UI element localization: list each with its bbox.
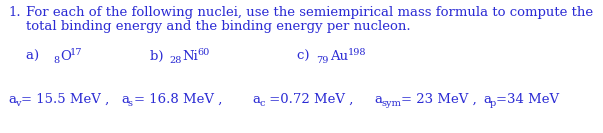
Text: O: O	[60, 50, 71, 63]
Text: 8: 8	[53, 56, 59, 65]
Text: a: a	[483, 93, 491, 106]
Text: a: a	[8, 93, 16, 106]
Text: = 15.5 MeV ,: = 15.5 MeV ,	[21, 93, 109, 106]
Text: =0.72 MeV ,: =0.72 MeV ,	[265, 93, 353, 106]
Text: = 16.8 MeV ,: = 16.8 MeV ,	[134, 93, 223, 106]
Text: c: c	[259, 99, 265, 108]
Text: a: a	[121, 93, 129, 106]
Text: p: p	[490, 99, 496, 108]
Text: Ni: Ni	[182, 50, 198, 63]
Text: 17: 17	[70, 48, 83, 57]
Text: 60: 60	[197, 48, 209, 57]
Text: 79: 79	[316, 56, 329, 65]
Text: 28: 28	[169, 56, 182, 65]
Text: a: a	[374, 93, 382, 106]
Text: = 23 MeV ,: = 23 MeV ,	[401, 93, 477, 106]
Text: =34 MeV: =34 MeV	[496, 93, 559, 106]
Text: sym: sym	[381, 99, 401, 108]
Text: 198: 198	[348, 48, 367, 57]
Text: b): b)	[150, 50, 168, 63]
Text: s: s	[128, 99, 133, 108]
Text: total binding energy and the binding energy per nucleon.: total binding energy and the binding ene…	[26, 20, 411, 33]
Text: a: a	[252, 93, 260, 106]
Text: 1.: 1.	[8, 6, 21, 19]
Text: c): c)	[297, 50, 314, 63]
Text: a): a)	[26, 50, 48, 63]
Text: For each of the following nuclei, use the semiempirical mass formula to compute : For each of the following nuclei, use th…	[26, 6, 593, 19]
Text: Au: Au	[330, 50, 348, 63]
Text: v: v	[15, 99, 21, 108]
